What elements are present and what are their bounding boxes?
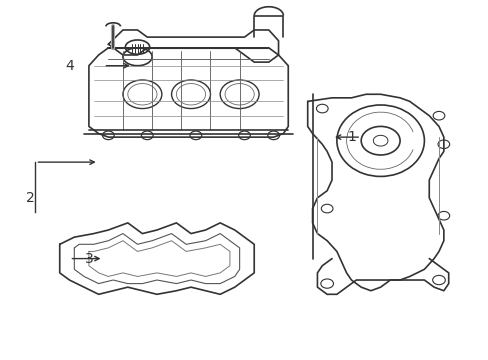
Text: 2: 2 — [26, 191, 35, 205]
Text: 4: 4 — [65, 59, 74, 73]
Text: 1: 1 — [346, 130, 355, 144]
Text: 3: 3 — [84, 252, 93, 266]
